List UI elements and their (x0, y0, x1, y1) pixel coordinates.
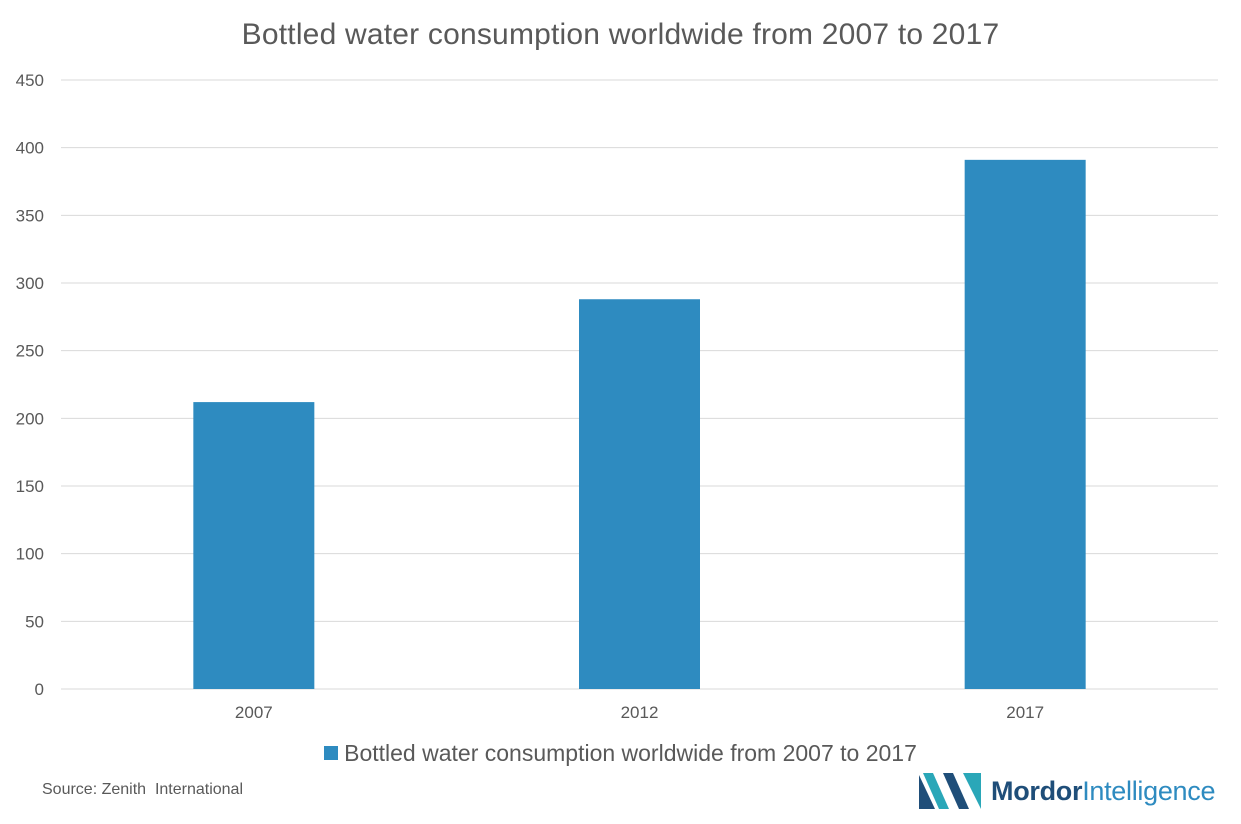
chart-title: Bottled water consumption worldwide from… (241, 18, 1000, 51)
y-tick-label: 450 (16, 71, 44, 90)
y-tick-label: 150 (16, 477, 44, 496)
y-tick-label: 350 (16, 206, 44, 225)
y-tick-label: 400 (16, 139, 44, 158)
bar-2012 (579, 299, 700, 689)
x-tick-label: 2017 (1006, 703, 1044, 722)
legend-label: Bottled water consumption worldwide from… (344, 740, 917, 766)
y-tick-label: 0 (35, 680, 44, 699)
y-axis-ticks: 0 50 100 150 200 250 300 350 400 450 (16, 71, 44, 699)
x-tick-label: 2012 (621, 703, 659, 722)
source-note: Source: Zenith International (42, 781, 244, 798)
logo-word-mordor: Mordor (991, 775, 1083, 806)
legend-swatch (324, 746, 339, 760)
y-tick-label: 200 (16, 409, 44, 428)
y-tick-label: 50 (25, 612, 44, 631)
x-axis-ticks: 2007 2012 2017 (235, 703, 1044, 722)
x-tick-label: 2007 (235, 703, 273, 722)
logo-word-intelligence: Intelligence (1082, 775, 1216, 806)
logo-text: MordorIntelligence (991, 776, 1215, 807)
y-tick-label: 100 (16, 545, 44, 564)
legend: Bottled water consumption worldwide from… (0, 740, 1241, 767)
bar-chart: 0 50 100 150 200 250 300 350 400 450 2007 2012 2017 (16, 71, 1218, 722)
mordor-logo-mark-icon (919, 773, 981, 809)
bar-2007 (193, 402, 315, 689)
y-tick-label: 250 (16, 342, 44, 361)
bar-2017 (964, 159, 1086, 689)
y-tick-label: 300 (16, 274, 44, 293)
mordor-intelligence-logo: MordorIntelligence (919, 772, 1215, 810)
bars (193, 159, 1086, 689)
